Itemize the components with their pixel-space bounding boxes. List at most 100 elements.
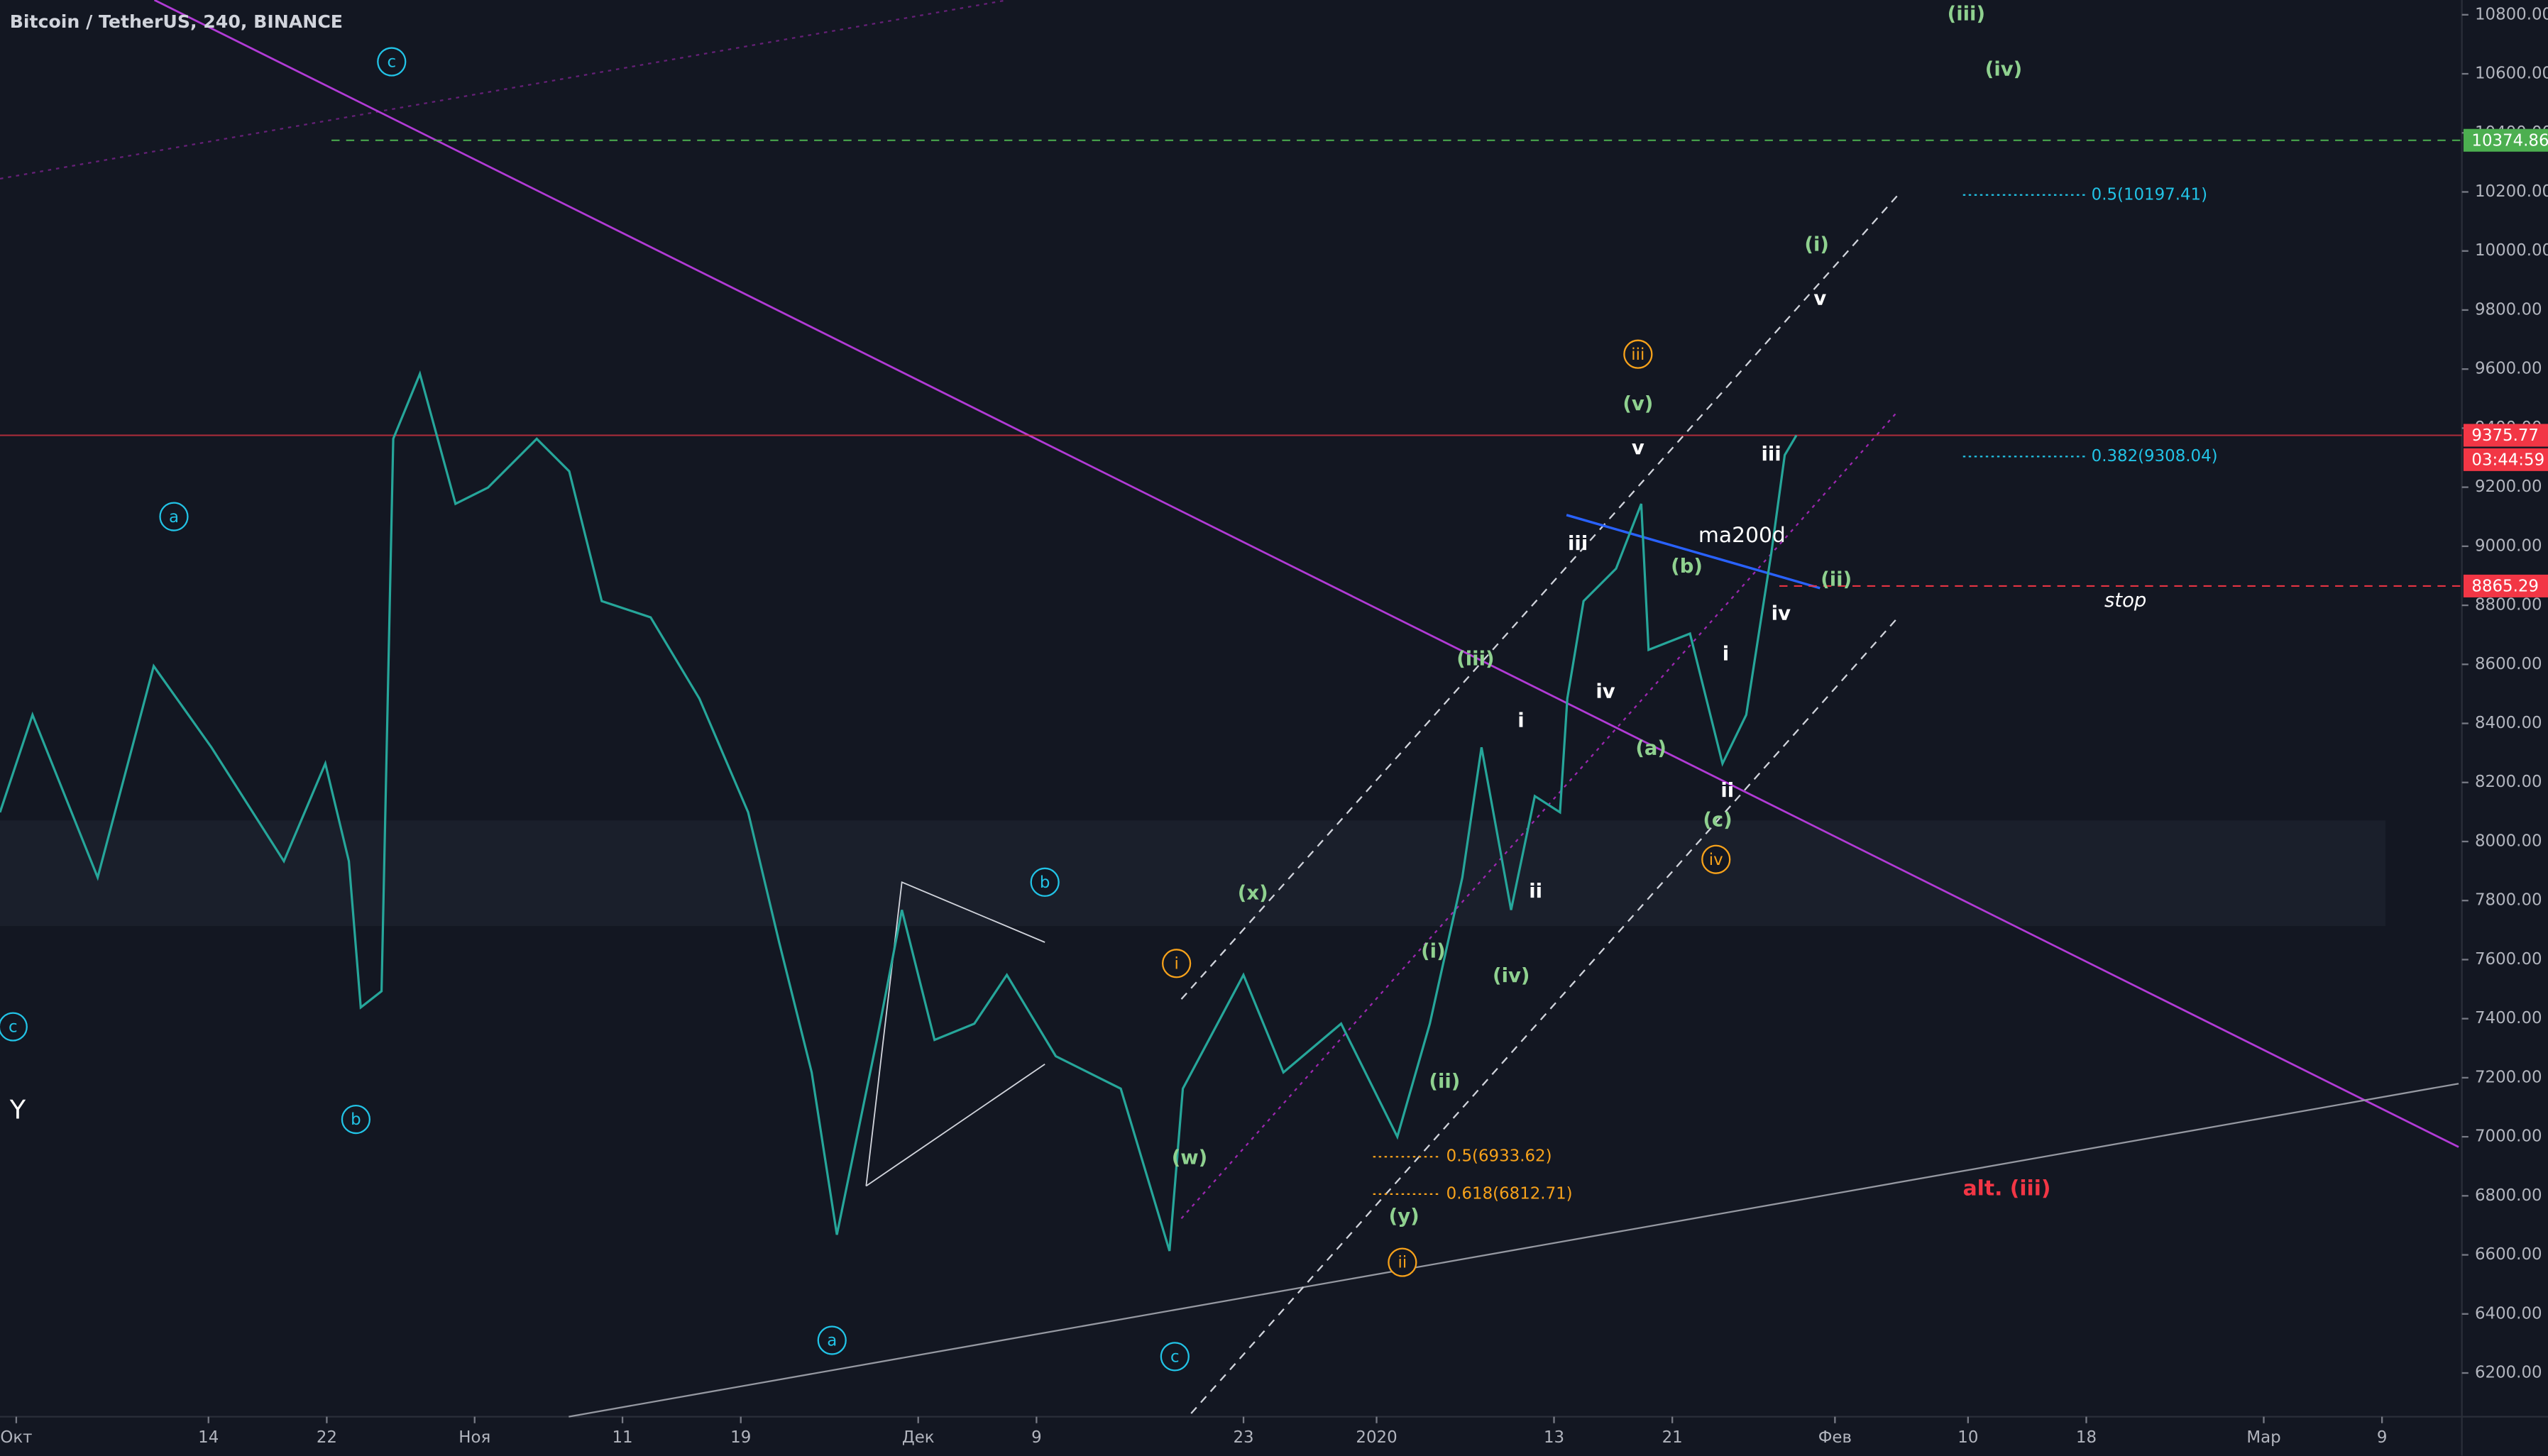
- y-tick-label: 8200.00: [2475, 773, 2542, 791]
- drawings: [0, 0, 2459, 1418]
- wave-label: i: [1517, 710, 1524, 732]
- y-tick-label: 7400.00: [2475, 1009, 2542, 1027]
- wave-label: (ii): [1821, 568, 1852, 590]
- fib-label: 0.5(10197.41): [2092, 185, 2207, 204]
- y-tick-label: 7200.00: [2475, 1068, 2542, 1086]
- wave-circle: [817, 1325, 847, 1355]
- y-tick-label: 10000.00: [2475, 241, 2548, 260]
- wave-label: v: [1632, 437, 1644, 459]
- wave-label: a: [169, 508, 179, 526]
- wave-label: c: [9, 1018, 18, 1037]
- y-tick-label: 6800.00: [2475, 1186, 2542, 1205]
- y-tick-label: 7600.00: [2475, 950, 2542, 969]
- wave-label: iv: [1709, 851, 1723, 869]
- wave-label: b: [351, 1110, 361, 1129]
- y-tick-label: 9800.00: [2475, 300, 2542, 319]
- stop-label: stop: [2104, 590, 2146, 612]
- wave-label: (i): [1421, 941, 1446, 963]
- channel-line: [1190, 617, 1899, 1414]
- x-tick-label: 21: [1662, 1428, 1683, 1447]
- ma-line: [1566, 514, 1821, 590]
- fib-label: 0.618(6812.71): [1446, 1184, 1573, 1203]
- y-tick-label: 6200.00: [2475, 1364, 2542, 1382]
- x-tick-label: 23: [1233, 1428, 1253, 1447]
- countdown: 03:44:59: [2471, 451, 2544, 469]
- fib-label: 0.5(6933.62): [1446, 1147, 1552, 1166]
- wave-label: (iii): [1456, 649, 1494, 671]
- price-level-box: [2463, 424, 2548, 447]
- wave-label: ii: [1529, 881, 1542, 903]
- wave-label: iii: [1568, 533, 1588, 555]
- wave-label: (b): [1671, 556, 1703, 578]
- y-tick-label: 6400.00: [2475, 1304, 2542, 1323]
- wave-label: (y): [1389, 1206, 1419, 1228]
- x-tick-label: 14: [198, 1428, 219, 1447]
- x-tick-label: 9: [1031, 1428, 1042, 1447]
- y-tick-label: 8000.00: [2475, 832, 2542, 850]
- wave-label: (v): [1622, 393, 1653, 415]
- x-tick-label: Ноя: [458, 1428, 490, 1447]
- zone: [0, 820, 2386, 927]
- y-tick-label: 8800.00: [2475, 596, 2542, 614]
- channel-line: [1180, 410, 1899, 1220]
- wave-label: c: [1170, 1348, 1180, 1367]
- wave-circle: [377, 47, 407, 77]
- trend-line: [153, 0, 2459, 1148]
- wave-label: (a): [1635, 738, 1666, 760]
- wave-circle: [1030, 867, 1060, 897]
- y-tick-label: 9200.00: [2475, 478, 2542, 496]
- wave-label: (c): [1703, 809, 1732, 831]
- x-tick-label: Фев: [1818, 1428, 1852, 1447]
- wave-circle: [1162, 949, 1192, 978]
- wave-label: ii: [1398, 1254, 1407, 1272]
- chart-title: Bitcoin / TetherUS, 240, BINANCE: [10, 11, 343, 32]
- wave-circle: [1623, 339, 1653, 369]
- trend-line: [569, 1083, 2459, 1418]
- price-level-label: 9375.77: [2471, 426, 2539, 445]
- wave-circle: [159, 502, 189, 531]
- x-tick-label: Окт: [0, 1428, 32, 1447]
- x-tick-label: 9: [2377, 1428, 2388, 1447]
- y-tick-label: 9600.00: [2475, 360, 2542, 378]
- price-level-label: 10374.86: [2471, 131, 2548, 150]
- alt-label: alt. (iii): [1963, 1176, 2051, 1201]
- wave-label: iv: [1596, 680, 1615, 702]
- wave-circle: [341, 1104, 371, 1135]
- price-level-box: [2463, 574, 2548, 597]
- wave-circle: [0, 1012, 28, 1042]
- ma-label: ma200d: [1698, 523, 1786, 548]
- triangle: [865, 1063, 1045, 1187]
- wave-label: b: [1040, 873, 1050, 892]
- channel-line: [1180, 194, 1899, 1000]
- y-tick-label: 7800.00: [2475, 891, 2542, 910]
- x-tick-label: 19: [730, 1428, 751, 1447]
- wave-label: i: [1174, 954, 1178, 973]
- x-tick-label: 11: [613, 1428, 633, 1447]
- x-tick-label: 18: [2076, 1428, 2097, 1447]
- y-tick-label: 8400.00: [2475, 714, 2542, 732]
- wave-label: ii: [1720, 780, 1734, 802]
- wave-label: (iv): [1493, 965, 1530, 987]
- wave-circle: [1701, 844, 1731, 874]
- x-tick-label: 22: [317, 1428, 337, 1447]
- wave-label: (i): [1804, 234, 1829, 256]
- wave-label: i: [1723, 644, 1729, 666]
- x-tick-label: 13: [1544, 1428, 1564, 1447]
- wave-label: (ii): [1429, 1071, 1460, 1093]
- x-tick-label: 10: [1957, 1428, 1978, 1447]
- wave-circle: [1388, 1247, 1417, 1277]
- wave-label: iii: [1631, 346, 1644, 364]
- price-level-label: 8865.29: [2471, 578, 2539, 596]
- wave-label: c: [387, 53, 396, 72]
- y-tick-label: 7000.00: [2475, 1127, 2542, 1146]
- wave-label: v: [1813, 287, 1826, 309]
- wave-label: (iii): [1948, 4, 1985, 26]
- y-tick-label: 10600.00: [2475, 65, 2548, 83]
- y-tick-label: 8600.00: [2475, 655, 2542, 673]
- side-label: Y: [9, 1095, 26, 1125]
- wave-label: iii: [1761, 443, 1781, 465]
- x-tick-label: 2020: [1356, 1428, 1397, 1447]
